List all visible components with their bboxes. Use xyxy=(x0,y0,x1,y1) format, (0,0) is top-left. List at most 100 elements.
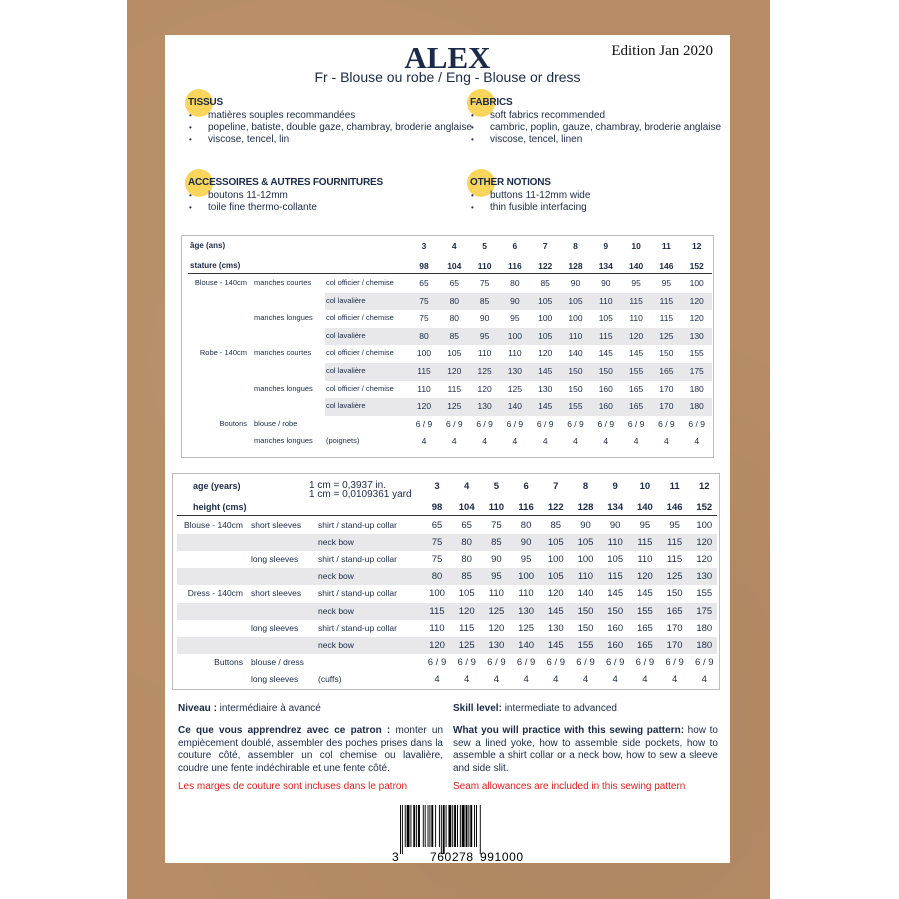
row-value: 6 / 9 xyxy=(627,418,645,429)
row-value: 95 xyxy=(510,313,520,324)
unit-conversion: 1 cm = 0,0109361 yard xyxy=(309,489,412,500)
row-collar: col lavalière xyxy=(326,295,366,305)
row-value: 75 xyxy=(431,537,443,549)
row-value: 75 xyxy=(479,278,490,288)
height-value: 134 xyxy=(598,261,613,271)
age-value: 12 xyxy=(691,241,702,251)
row-value: 110 xyxy=(417,383,431,394)
row-value: 120 xyxy=(689,313,704,324)
list-item: viscose, tencel, linen xyxy=(470,134,721,146)
row-sleeve: long sleeves xyxy=(251,622,299,633)
barcode-bar xyxy=(427,805,429,847)
row-value: 180 xyxy=(696,622,713,634)
row-shading xyxy=(325,398,712,416)
row-value: 6 / 9 xyxy=(536,418,554,429)
row-value: 6 / 9 xyxy=(506,418,524,429)
row-value: 120 xyxy=(447,366,462,376)
list-item: soft fabrics recommended xyxy=(470,110,721,122)
row-value: 110 xyxy=(577,571,594,583)
barcode-bar xyxy=(474,805,476,847)
row-value: 90 xyxy=(520,537,532,549)
row-value: 75 xyxy=(419,295,429,306)
age-value: 11 xyxy=(669,481,680,492)
age-value: 3 xyxy=(434,481,440,492)
row-value: 130 xyxy=(538,383,553,394)
row-collar: shirt / stand-up collar xyxy=(318,520,397,530)
barcode-bar xyxy=(454,805,457,847)
learn-label: What you will practice with this sewing … xyxy=(453,725,685,736)
row-value: 125 xyxy=(507,383,522,394)
row-value: 145 xyxy=(636,588,653,600)
row-value: 150 xyxy=(577,605,594,617)
table-row: neck bow 75 80 85 90 105 105 110 115 115 120 xyxy=(173,537,719,554)
row-value: 165 xyxy=(666,605,683,617)
table-row: neck bow 115 120 125 130 145 150 150 155 165 175 xyxy=(173,606,719,623)
row-value: 170 xyxy=(666,622,683,634)
barcode-digits: 991000 xyxy=(480,850,524,863)
row-value: 100 xyxy=(577,554,594,566)
level-label: Niveau : xyxy=(178,703,217,714)
row-value: 125 xyxy=(518,622,535,634)
table-row: Dress - 140cm short sleeves shirt / stand-… xyxy=(173,588,719,605)
row-value: 115 xyxy=(659,295,674,306)
row-value: 100 xyxy=(538,313,553,324)
seam-note-fr: Les marges de couture sont incluses dans… xyxy=(178,781,408,792)
row-value: 100 xyxy=(507,330,522,341)
table-row: Boutons blouse / robe 6 / 9 6 / 9 6 / 9 6 / 9… xyxy=(182,419,713,437)
row-value: 4 xyxy=(671,673,678,685)
row-value: 120 xyxy=(696,554,713,566)
row-value: 145 xyxy=(607,588,624,600)
row-value: 120 xyxy=(429,639,445,651)
row-value: 80 xyxy=(449,313,460,324)
row-value: 110 xyxy=(607,537,623,549)
row-value: 90 xyxy=(609,520,621,531)
row-value: 130 xyxy=(696,571,713,583)
barcode-bar xyxy=(418,805,420,847)
row-value: 95 xyxy=(491,571,502,583)
row-value: 4 xyxy=(421,436,427,447)
barcode-bar xyxy=(416,805,418,847)
row-group: Blouse - 140cm xyxy=(194,278,247,287)
row-shading xyxy=(325,327,712,346)
age-value: 9 xyxy=(612,481,618,492)
row-value: 6 / 9 xyxy=(446,418,463,429)
row-value: 115 xyxy=(607,571,623,583)
barcode-bar xyxy=(479,805,481,854)
row-collar: neck bow xyxy=(318,605,354,616)
row-value: 110 xyxy=(477,348,492,359)
size-table-fr: âge (ans) stature (cms) 3 4 5 6 7 8 9 10 11 12 98 104… xyxy=(181,235,714,458)
row-value: 145 xyxy=(547,605,564,617)
row-value: 115 xyxy=(447,383,462,394)
row-group: Boutons xyxy=(219,418,247,428)
row-collar: col lavalière xyxy=(326,401,366,411)
row-value: 95 xyxy=(639,520,651,531)
row-value: 115 xyxy=(459,622,475,634)
height-value: 152 xyxy=(689,261,704,271)
learn-en: What you will practice with this sewing … xyxy=(453,725,718,775)
age-value: 4 xyxy=(464,481,470,492)
age-value: 9 xyxy=(603,241,609,251)
table-row: long sleeves shirt / stand-up collar 75 80 9… xyxy=(173,554,719,571)
row-value: 175 xyxy=(689,366,704,376)
row-value: 180 xyxy=(689,383,704,394)
row-sleeve: blouse / dress xyxy=(251,656,304,667)
age-value: 7 xyxy=(553,481,559,492)
row-value: 145 xyxy=(547,639,564,651)
list-item: boutons 11-12mm xyxy=(188,190,383,202)
row-value: 4 xyxy=(542,436,548,447)
row-collar: (cuffs) xyxy=(318,673,342,684)
row-value: 85 xyxy=(461,571,472,583)
barcode-digits: 760278 xyxy=(430,850,474,863)
height-label: stature (cms) xyxy=(190,261,241,270)
row-value: 140 xyxy=(507,401,522,412)
row-value: 150 xyxy=(607,605,624,617)
row-value: 6 / 9 xyxy=(658,418,675,429)
height-value: 146 xyxy=(659,261,674,271)
row-collar: col officier / chemise xyxy=(326,313,394,323)
row-value: 4 xyxy=(434,673,440,685)
barcode: 3 760278 991000 xyxy=(392,805,524,863)
row-value: 105 xyxy=(577,537,594,549)
row-value: 6 / 9 xyxy=(635,656,655,668)
age-value: 12 xyxy=(699,481,710,492)
row-value: 80 xyxy=(461,537,472,549)
